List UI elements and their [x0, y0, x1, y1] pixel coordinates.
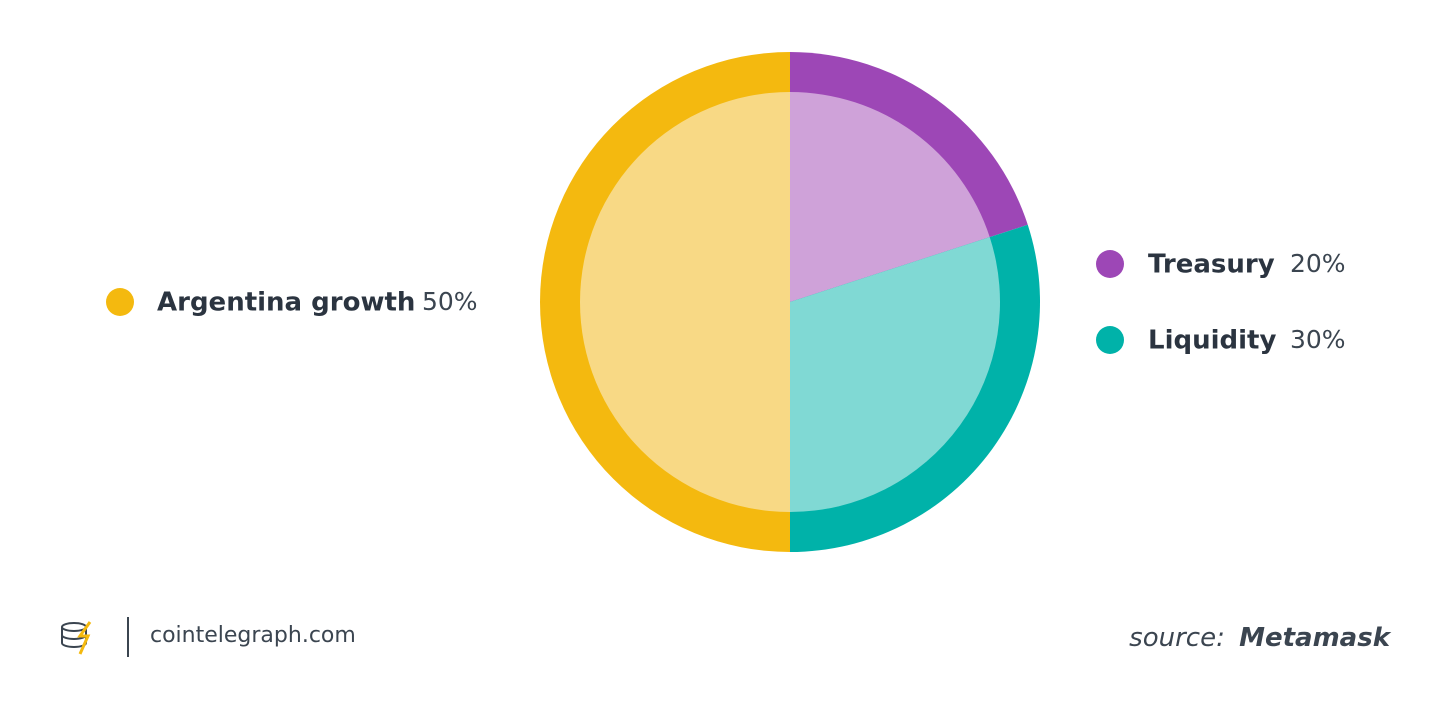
source-prefix: source: — [1129, 623, 1225, 653]
slice-inner — [790, 92, 990, 302]
source-name: Metamask — [1239, 623, 1392, 653]
legend-dot — [1096, 250, 1124, 278]
legend-value: 50% — [422, 287, 478, 316]
brand-logo — [61, 621, 92, 655]
source: source: Metamask — [1129, 623, 1392, 653]
legend-value: 30% — [1290, 325, 1346, 354]
legend-label: Treasury — [1148, 250, 1275, 280]
legend-dot — [1096, 326, 1124, 354]
slice-inner — [790, 237, 1000, 512]
legend-dot — [106, 288, 134, 316]
slice-inner — [580, 92, 790, 512]
legend-label: Liquidity — [1148, 326, 1276, 356]
legend-label: Argentina growth — [157, 288, 415, 318]
legend-value: 20% — [1290, 249, 1346, 278]
brand: cointelegraph.com — [150, 623, 356, 648]
